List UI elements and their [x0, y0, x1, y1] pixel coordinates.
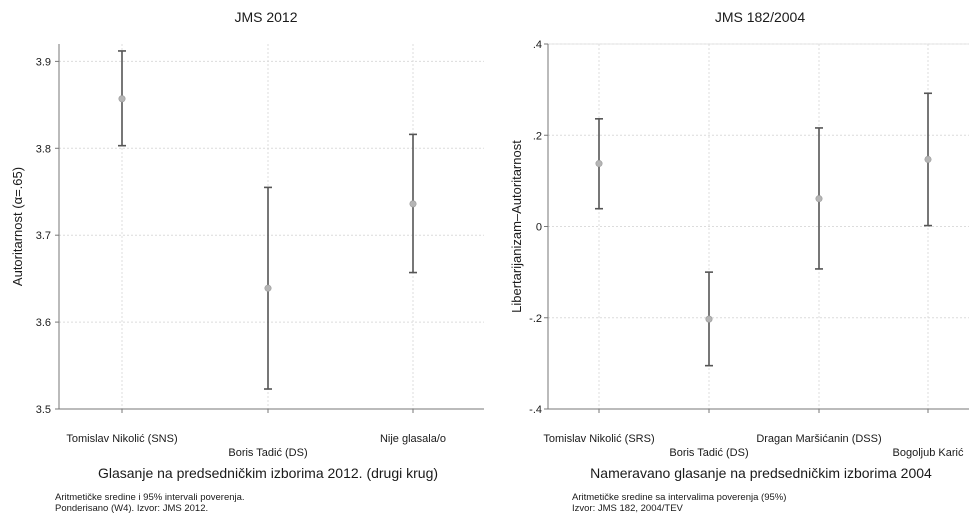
chart-note: Aritmetičke sredine sa intervalima pover… — [572, 492, 786, 503]
chart-title: JMS 182/2004 — [715, 9, 805, 25]
x-tick-label: Tomislav Nikolić (SRS) — [543, 433, 654, 445]
x-tick-label: Boris Tadić (DS) — [669, 447, 748, 459]
y-tick-label: 3.9 — [36, 56, 51, 68]
panel-2: -.4 -.2 0 .2 .4 Tomislav Nikolić (SRS) Boris T… — [509, 9, 969, 514]
x-axis-title: Glasanje na predsedničkim izborima 2012.… — [98, 465, 438, 481]
x-tick-label: Boris Tadić (DS) — [228, 447, 307, 459]
y-tick-label: 3.7 — [36, 230, 51, 242]
mean-point — [705, 315, 713, 323]
y-tick-label: .2 — [533, 130, 542, 142]
panel-1: 3.5 3.6 3.7 3.8 3.9 Tomislav Nikolić (SNS) Bor… — [10, 9, 484, 514]
mean-point — [924, 155, 932, 163]
mean-point — [595, 160, 603, 168]
chart-note: Aritmetičke sredine i 95% intervali pove… — [55, 492, 245, 503]
y-tick-label: -.2 — [529, 313, 542, 325]
mean-point — [118, 95, 126, 103]
y-tick-label: 3.8 — [36, 143, 51, 155]
chart-note: Ponderisano (W4). Izvor: JMS 2012. — [55, 503, 208, 514]
y-axis-title: Libertarijanizam–Autoritarnost — [509, 140, 524, 313]
mean-point — [409, 200, 417, 208]
x-tick-label: Nije glasala/o — [380, 433, 446, 445]
x-axis-title: Nameravano glasanje na predsedničkim izb… — [590, 465, 932, 481]
y-axis-title: Autoritarnost (α=.65) — [10, 167, 25, 286]
y-tick-label: 3.5 — [36, 404, 51, 416]
x-tick-label: Bogoljub Karić — [893, 447, 964, 459]
y-tick-label: .4 — [533, 39, 542, 51]
chart-note: Izvor: JMS 182, 2004/TEV — [572, 503, 684, 514]
mean-point — [264, 284, 272, 292]
chart-title: JMS 2012 — [234, 9, 297, 25]
x-tick-label: Dragan Maršićanin (DSS) — [756, 433, 881, 445]
mean-point — [815, 195, 823, 203]
x-tick-label: Tomislav Nikolić (SNS) — [66, 433, 177, 445]
y-tick-label: 3.6 — [36, 317, 51, 329]
y-tick-label: -.4 — [529, 404, 542, 416]
y-tick-label: 0 — [536, 222, 542, 234]
